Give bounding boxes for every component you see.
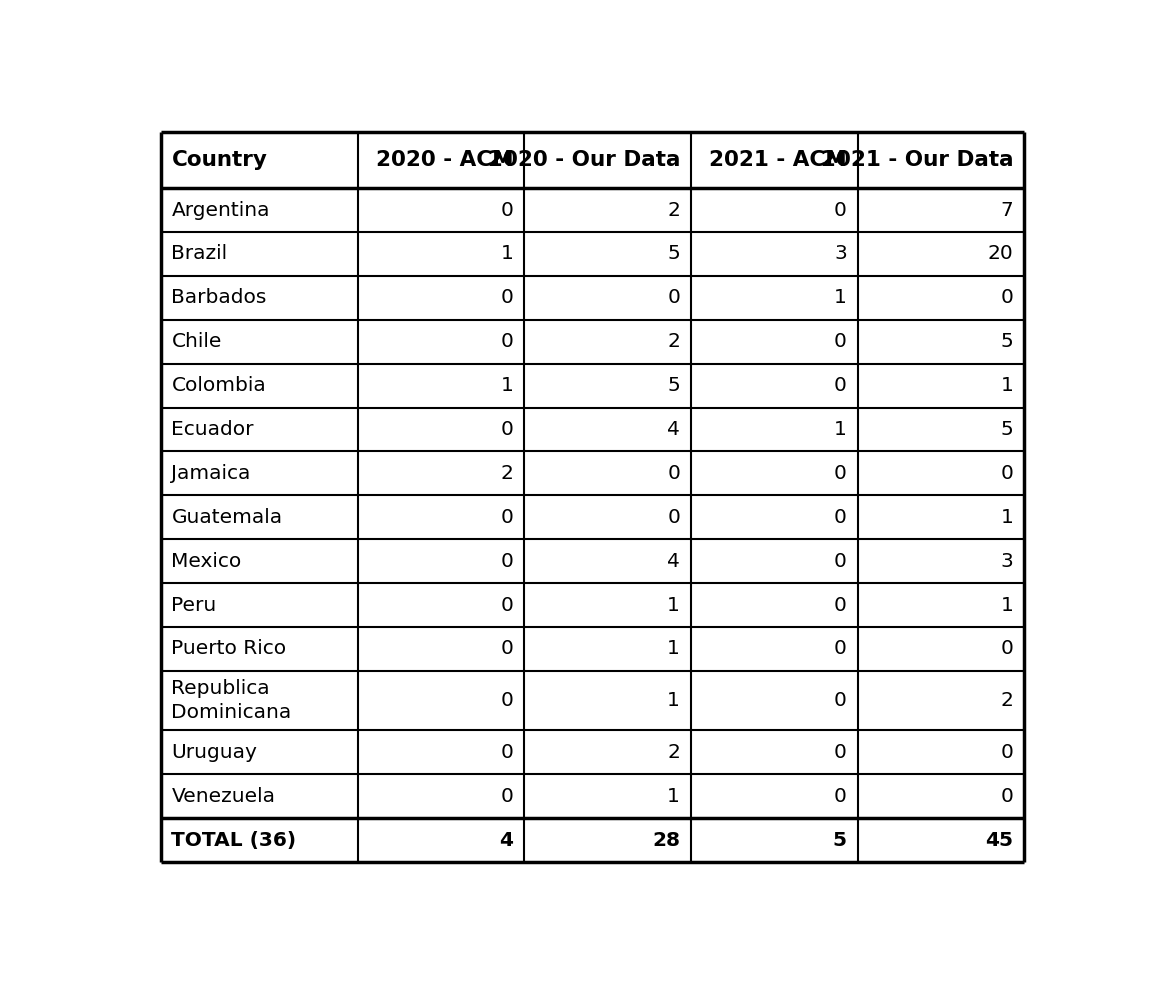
Text: 5: 5 bbox=[1001, 420, 1014, 439]
Text: Uruguay: Uruguay bbox=[171, 743, 258, 762]
Text: 0: 0 bbox=[501, 201, 513, 219]
Text: 1: 1 bbox=[667, 787, 680, 806]
Text: Republica
Dominicana: Republica Dominicana bbox=[171, 679, 291, 722]
Text: 0: 0 bbox=[667, 508, 680, 526]
Text: 0: 0 bbox=[833, 463, 847, 483]
Text: Argentina: Argentina bbox=[171, 201, 269, 219]
Text: 2: 2 bbox=[501, 463, 513, 483]
Text: 7: 7 bbox=[1001, 201, 1014, 219]
Text: 4: 4 bbox=[667, 420, 680, 439]
Text: Puerto Rico: Puerto Rico bbox=[171, 640, 287, 658]
Text: 1: 1 bbox=[1001, 508, 1014, 526]
Text: Country: Country bbox=[171, 150, 267, 170]
Text: Guatemala: Guatemala bbox=[171, 508, 282, 526]
Text: Venezuela: Venezuela bbox=[171, 787, 275, 806]
Text: 28: 28 bbox=[652, 830, 680, 849]
Text: 4: 4 bbox=[667, 552, 680, 571]
Text: TOTAL (36): TOTAL (36) bbox=[171, 830, 296, 849]
Text: 2: 2 bbox=[1001, 691, 1014, 710]
Text: 0: 0 bbox=[833, 595, 847, 615]
Text: 0: 0 bbox=[833, 552, 847, 571]
Text: 3: 3 bbox=[835, 244, 847, 264]
Text: 0: 0 bbox=[833, 743, 847, 762]
Text: 2021 - Our Data: 2021 - Our Data bbox=[821, 150, 1014, 170]
Text: Colombia: Colombia bbox=[171, 376, 266, 396]
Text: 4: 4 bbox=[499, 830, 513, 849]
Text: 2020 - ACM: 2020 - ACM bbox=[376, 150, 513, 170]
Text: 0: 0 bbox=[1001, 787, 1014, 806]
Text: 1: 1 bbox=[501, 376, 513, 396]
Text: 1: 1 bbox=[667, 595, 680, 615]
Text: 1: 1 bbox=[501, 244, 513, 264]
Text: 2020 - Our Data: 2020 - Our Data bbox=[488, 150, 680, 170]
Text: 0: 0 bbox=[833, 640, 847, 658]
Text: 0: 0 bbox=[501, 333, 513, 351]
Text: 0: 0 bbox=[501, 420, 513, 439]
Text: 1: 1 bbox=[667, 691, 680, 710]
Text: 0: 0 bbox=[501, 552, 513, 571]
Text: 0: 0 bbox=[1001, 743, 1014, 762]
Text: 0: 0 bbox=[833, 201, 847, 219]
Text: 0: 0 bbox=[501, 595, 513, 615]
Text: Jamaica: Jamaica bbox=[171, 463, 251, 483]
Text: 1: 1 bbox=[667, 640, 680, 658]
Text: Chile: Chile bbox=[171, 333, 222, 351]
Text: 5: 5 bbox=[667, 244, 680, 264]
Text: 0: 0 bbox=[1001, 463, 1014, 483]
Text: 0: 0 bbox=[501, 787, 513, 806]
Text: 5: 5 bbox=[832, 830, 847, 849]
Text: 3: 3 bbox=[1001, 552, 1014, 571]
Text: 0: 0 bbox=[833, 333, 847, 351]
Text: 1: 1 bbox=[833, 288, 847, 307]
Text: 1: 1 bbox=[833, 420, 847, 439]
Text: 0: 0 bbox=[1001, 640, 1014, 658]
Text: 0: 0 bbox=[667, 463, 680, 483]
Text: 1: 1 bbox=[1001, 376, 1014, 396]
Text: 0: 0 bbox=[501, 288, 513, 307]
Text: 0: 0 bbox=[501, 508, 513, 526]
Text: Brazil: Brazil bbox=[171, 244, 228, 264]
Text: 5: 5 bbox=[1001, 333, 1014, 351]
Text: 2021 - ACM: 2021 - ACM bbox=[709, 150, 847, 170]
Text: 0: 0 bbox=[501, 640, 513, 658]
Text: 0: 0 bbox=[501, 691, 513, 710]
Text: 0: 0 bbox=[833, 787, 847, 806]
Text: 2: 2 bbox=[667, 201, 680, 219]
Text: 45: 45 bbox=[986, 830, 1014, 849]
Text: 20: 20 bbox=[987, 244, 1014, 264]
Text: 0: 0 bbox=[833, 691, 847, 710]
Text: Barbados: Barbados bbox=[171, 288, 267, 307]
Text: 2: 2 bbox=[667, 333, 680, 351]
Text: Peru: Peru bbox=[171, 595, 216, 615]
Text: 0: 0 bbox=[1001, 288, 1014, 307]
Text: 1: 1 bbox=[1001, 595, 1014, 615]
Text: Ecuador: Ecuador bbox=[171, 420, 254, 439]
Text: 0: 0 bbox=[833, 508, 847, 526]
Text: 2: 2 bbox=[667, 743, 680, 762]
Text: 5: 5 bbox=[667, 376, 680, 396]
Text: 0: 0 bbox=[501, 743, 513, 762]
Text: Mexico: Mexico bbox=[171, 552, 242, 571]
Text: 0: 0 bbox=[667, 288, 680, 307]
Text: 0: 0 bbox=[833, 376, 847, 396]
